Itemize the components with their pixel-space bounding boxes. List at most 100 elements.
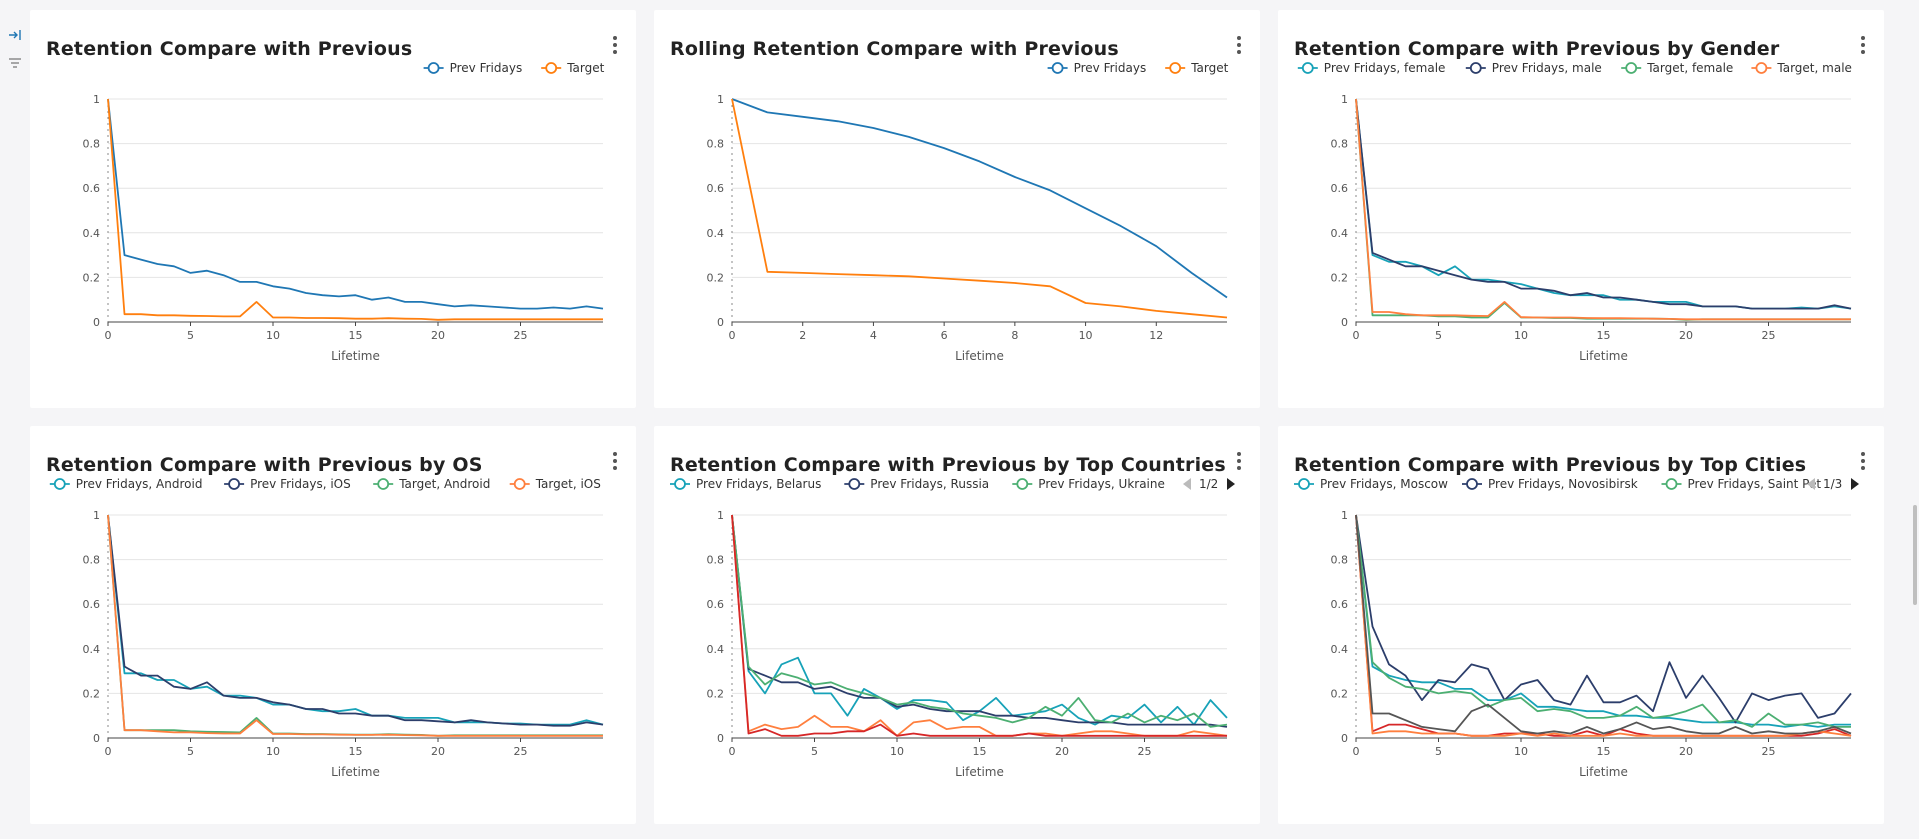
- legend-label: Prev Fridays, Android: [76, 477, 203, 491]
- legend-item[interactable]: Prev Fridays, Saint Pet: [1661, 477, 1822, 491]
- x-tick-label: 0: [105, 329, 112, 342]
- x-tick-label: 12: [1149, 329, 1163, 342]
- legend-item[interactable]: Target, Android: [373, 477, 490, 491]
- y-tick-label: 0.4: [1331, 643, 1349, 656]
- x-tick-label: 20: [431, 329, 445, 342]
- y-tick-label: 0.2: [707, 687, 725, 700]
- legend-item[interactable]: Prev Fridays: [1047, 61, 1147, 75]
- legend-next-icon[interactable]: [1851, 478, 1859, 490]
- y-tick-label: 1: [93, 93, 100, 106]
- series-line: [1355, 514, 1851, 728]
- more-options-icon[interactable]: [1860, 452, 1866, 472]
- legend-item[interactable]: Target: [1165, 61, 1229, 75]
- more-options-icon[interactable]: [612, 36, 618, 56]
- x-tick-label: 4: [870, 329, 877, 342]
- legend-label: Prev Fridays, iOS: [250, 477, 351, 491]
- arrow-right-to-bar-icon[interactable]: [8, 28, 22, 42]
- y-tick-label: 1: [717, 93, 724, 106]
- legend-label: Prev Fridays, female: [1324, 61, 1446, 75]
- x-tick-label: 20: [1055, 745, 1069, 758]
- series-line: [1355, 514, 1851, 728]
- y-tick-label: 0.6: [1331, 182, 1349, 195]
- legend-item[interactable]: Prev Fridays: [423, 61, 523, 75]
- y-tick-label: 0.4: [707, 227, 725, 240]
- more-options-icon[interactable]: [1236, 36, 1242, 56]
- x-tick-label: 6: [941, 329, 948, 342]
- legend-item[interactable]: Prev Fridays, Russia: [844, 477, 989, 491]
- more-options-icon[interactable]: [1860, 36, 1866, 56]
- left-toolbar: [0, 0, 30, 839]
- series-line: [731, 98, 1228, 319]
- x-tick-label: 10: [1514, 329, 1528, 342]
- series-line: [1355, 514, 1852, 735]
- legend-prev-icon[interactable]: [1183, 478, 1191, 490]
- legend-item[interactable]: Target: [541, 61, 605, 75]
- y-tick-label: 0.2: [1331, 687, 1349, 700]
- legend-item[interactable]: Prev Fridays, Android: [49, 477, 203, 491]
- x-tick-label: 8: [1011, 329, 1018, 342]
- legend-label: Target: [1190, 61, 1228, 75]
- y-tick-label: 0.8: [1331, 554, 1349, 567]
- x-tick-label: 0: [729, 329, 736, 342]
- series-line: [1355, 98, 1852, 310]
- x-axis-label: Lifetime: [331, 349, 380, 363]
- series-line: [731, 514, 1228, 728]
- y-tick-label: 0.2: [83, 687, 101, 700]
- legend-item[interactable]: Target, iOS: [509, 477, 601, 491]
- series-line: [731, 98, 1228, 299]
- y-tick-label: 0.6: [707, 182, 725, 195]
- y-tick-label: 0.8: [83, 138, 101, 151]
- series-line: [731, 514, 1228, 737]
- legend-next-icon[interactable]: [1227, 478, 1235, 490]
- legend-item[interactable]: Prev Fridays, Novosibirsk: [1462, 477, 1638, 491]
- legend-item[interactable]: Prev Fridays, male: [1465, 61, 1602, 75]
- x-tick-label: 15: [349, 745, 363, 758]
- y-tick-label: 0.8: [1331, 138, 1349, 151]
- legend-item[interactable]: Target, female: [1621, 61, 1733, 75]
- more-options-icon[interactable]: [612, 452, 618, 472]
- x-tick-label: 0: [729, 745, 736, 758]
- x-tick-label: 2: [799, 329, 806, 342]
- legend-item[interactable]: Prev Fridays, Belarus: [670, 477, 821, 491]
- y-tick-label: 0: [93, 732, 100, 745]
- series-line: [1355, 98, 1851, 321]
- legend-prev-icon[interactable]: [1807, 478, 1815, 490]
- legend-label: Prev Fridays, Novosibirsk: [1488, 477, 1638, 491]
- legend-label: Prev Fridays, Ukraine: [1038, 477, 1165, 491]
- filter-icon[interactable]: [8, 56, 22, 70]
- y-tick-label: 0: [717, 732, 724, 745]
- chart-title: Retention Compare with Previous by Top C…: [1294, 454, 1807, 476]
- chart-title: Retention Compare with Previous by OS: [46, 454, 483, 476]
- series-line: [731, 514, 1228, 728]
- legend-label: Prev Fridays, Belarus: [696, 477, 821, 491]
- legend-label: Prev Fridays, Russia: [870, 477, 989, 491]
- x-tick-label: 20: [431, 745, 445, 758]
- x-axis-label: Lifetime: [1579, 349, 1628, 363]
- x-tick-label: 20: [1679, 745, 1693, 758]
- series-line: [107, 514, 603, 737]
- x-tick-label: 10: [1514, 745, 1528, 758]
- legend-label: Prev Fridays: [1074, 61, 1147, 75]
- legend-item[interactable]: Prev Fridays, female: [1297, 61, 1446, 75]
- scrollbar-thumb[interactable]: [1913, 505, 1917, 605]
- x-axis-label: Lifetime: [331, 765, 380, 779]
- y-tick-label: 0.2: [83, 271, 101, 284]
- chart-title: Rolling Retention Compare with Previous: [670, 38, 1119, 60]
- legend-item[interactable]: Prev Fridays, Ukraine: [1012, 477, 1165, 491]
- more-options-icon[interactable]: [1236, 452, 1242, 472]
- chart-panel: Retention Compare with Previous by Top C…: [654, 426, 1260, 824]
- y-tick-label: 0.4: [83, 643, 101, 656]
- x-tick-label: 0: [105, 745, 112, 758]
- x-tick-label: 25: [514, 329, 528, 342]
- chart-title: Retention Compare with Previous by Gende…: [1294, 38, 1780, 60]
- x-axis-label: Lifetime: [955, 349, 1004, 363]
- legend-item[interactable]: Target, male: [1751, 61, 1852, 75]
- chart-panel: Retention Compare with Previous by Top C…: [1278, 426, 1884, 824]
- chart-panel: Retention Compare with Previous by OS 0 0.…: [30, 426, 636, 824]
- x-tick-label: 5: [187, 329, 194, 342]
- y-tick-label: 0.6: [707, 598, 725, 611]
- legend-label: Prev Fridays, Moscow: [1320, 477, 1448, 491]
- legend-item[interactable]: Prev Fridays, iOS: [224, 477, 351, 491]
- legend-item[interactable]: Prev Fridays, Moscow: [1294, 477, 1448, 491]
